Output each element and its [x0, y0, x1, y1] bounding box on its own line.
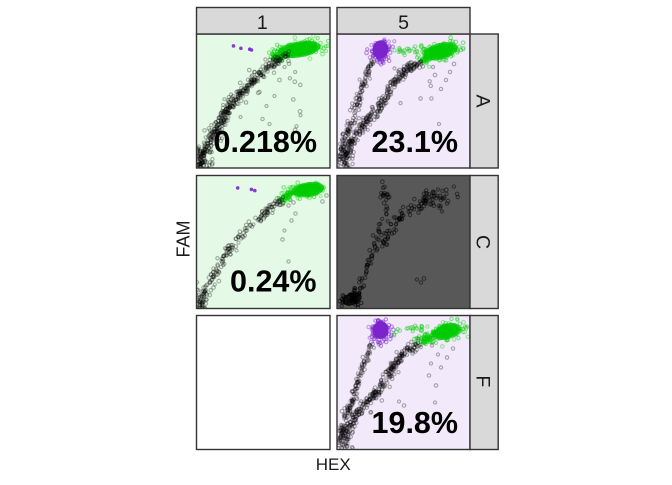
svg-text:0.24%: 0.24% — [230, 265, 316, 299]
svg-text:19.8%: 19.8% — [372, 406, 458, 440]
svg-text:C: C — [471, 235, 493, 249]
svg-text:5: 5 — [398, 12, 409, 34]
svg-text:A: A — [471, 94, 493, 107]
svg-text:0.218%: 0.218% — [214, 125, 317, 159]
svg-text:HEX: HEX — [316, 455, 351, 474]
svg-text:23.1%: 23.1% — [372, 125, 458, 159]
svg-text:FAM: FAM — [174, 220, 194, 257]
svg-text:F: F — [471, 375, 493, 387]
svg-text:1: 1 — [257, 12, 268, 34]
